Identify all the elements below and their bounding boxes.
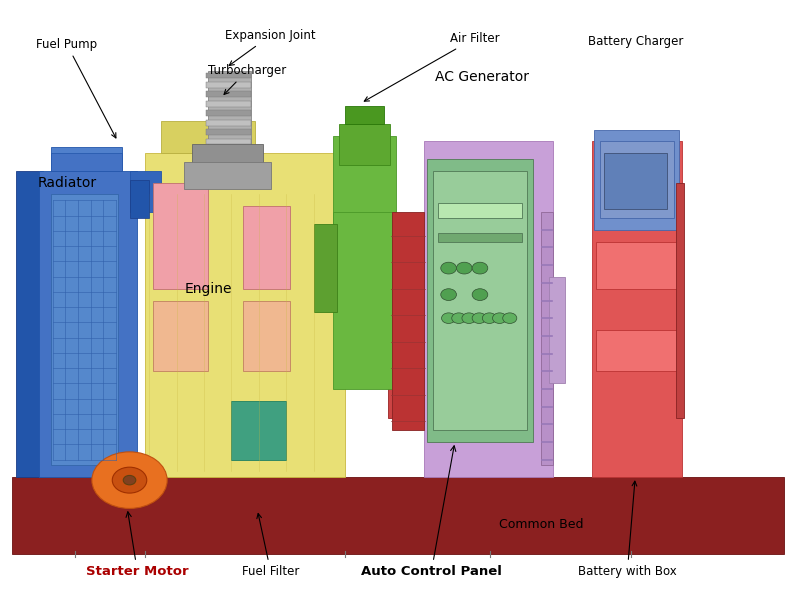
Bar [192, 144, 262, 165]
Circle shape [92, 452, 167, 508]
Bar [438, 233, 522, 242]
Bar [231, 401, 286, 460]
Bar [314, 224, 338, 313]
Circle shape [502, 313, 517, 323]
Text: Turbocharger: Turbocharger [208, 64, 286, 94]
Text: Fuel Filter: Fuel Filter [242, 513, 299, 578]
Bar [146, 153, 345, 477]
FancyBboxPatch shape [130, 180, 149, 218]
Bar [339, 124, 390, 165]
Circle shape [457, 262, 472, 274]
Bar [549, 277, 565, 383]
Bar [184, 162, 270, 189]
Bar [600, 141, 674, 218]
Bar [39, 171, 138, 477]
Text: AC Generator: AC Generator [435, 70, 530, 84]
Text: Common Bed: Common Bed [499, 518, 583, 531]
Bar [433, 171, 527, 430]
Circle shape [482, 313, 497, 323]
Circle shape [472, 262, 488, 274]
Text: Radiator: Radiator [38, 175, 96, 190]
Bar [676, 183, 684, 418]
Circle shape [123, 475, 136, 485]
Circle shape [472, 313, 486, 323]
Bar [427, 159, 534, 442]
Text: Fuel Pump: Fuel Pump [36, 38, 116, 138]
Bar [16, 171, 43, 477]
Bar [596, 242, 678, 288]
Bar [12, 477, 784, 554]
Bar [243, 300, 290, 371]
Bar [206, 91, 251, 97]
Circle shape [442, 313, 456, 323]
Bar [206, 139, 251, 144]
Bar [206, 129, 251, 135]
Bar [206, 101, 251, 107]
Bar [51, 195, 118, 465]
Bar [161, 121, 255, 153]
Bar [392, 212, 423, 430]
Circle shape [493, 313, 506, 323]
Bar [206, 120, 251, 126]
Bar [596, 330, 678, 371]
Bar [206, 110, 251, 116]
Bar [592, 141, 682, 477]
Bar [423, 141, 553, 477]
Text: Air Filter: Air Filter [364, 32, 499, 101]
Circle shape [441, 262, 457, 274]
Text: Starter Motor: Starter Motor [86, 512, 189, 578]
Bar [334, 212, 392, 389]
Bar [438, 203, 522, 218]
Bar [388, 224, 427, 418]
Bar [594, 130, 679, 230]
Bar [541, 212, 553, 465]
Bar [51, 153, 122, 171]
Text: Auto Control Panel: Auto Control Panel [361, 446, 502, 578]
Text: Engine: Engine [184, 282, 232, 296]
Circle shape [441, 288, 457, 300]
Bar [130, 171, 161, 212]
Bar [206, 73, 251, 79]
Circle shape [472, 288, 488, 300]
Bar [345, 106, 384, 124]
Text: Battery Charger: Battery Charger [587, 35, 683, 48]
Bar [334, 136, 396, 224]
Bar [153, 300, 208, 371]
Bar [604, 153, 666, 209]
Circle shape [462, 313, 476, 323]
Circle shape [112, 467, 146, 493]
Text: Battery with Box: Battery with Box [578, 481, 677, 578]
Bar [208, 71, 251, 147]
Bar [206, 82, 251, 88]
Bar [153, 183, 208, 288]
Text: Expansion Joint: Expansion Joint [226, 29, 316, 66]
Bar [243, 206, 290, 288]
Circle shape [452, 313, 466, 323]
Bar [51, 147, 122, 171]
